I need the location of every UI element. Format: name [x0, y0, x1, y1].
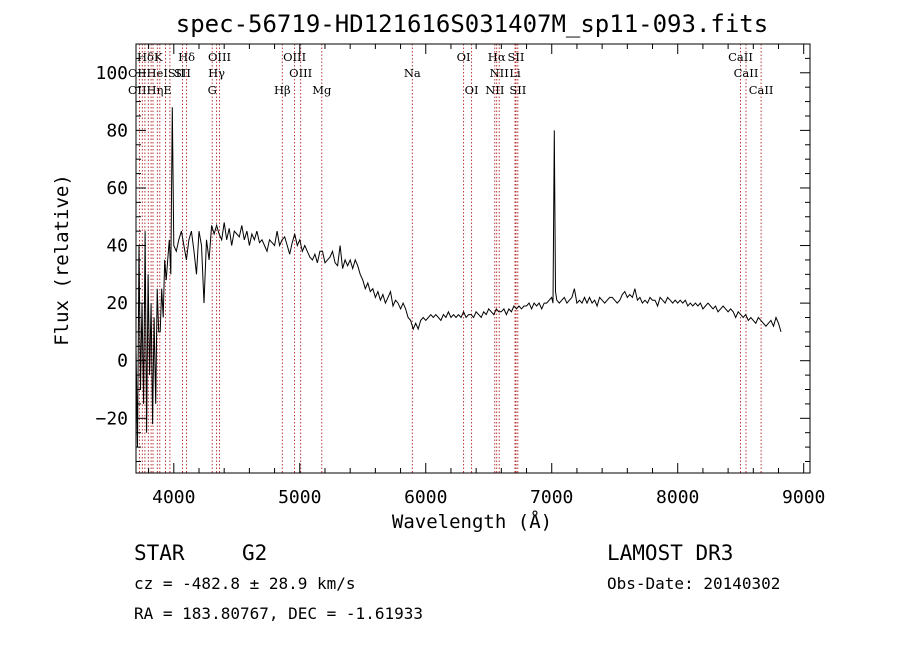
- y-tick-label: 20: [106, 293, 128, 314]
- x-tick-label: 9000: [782, 487, 825, 508]
- x-tick-label: 4000: [152, 487, 195, 508]
- line-label: OI: [457, 50, 471, 64]
- object-subclass: G2: [242, 541, 267, 565]
- x-tick-label: 6000: [404, 487, 447, 508]
- y-tick-label: 60: [106, 178, 128, 199]
- line-label: NII: [485, 83, 504, 97]
- line-label: CaII: [734, 66, 759, 80]
- crowded-label-row2: OIIHeISII: [128, 66, 185, 80]
- y-tick-label: 0: [117, 351, 128, 372]
- line-label: Mg: [312, 83, 332, 97]
- coordinates: RA = 183.80767, DEC = -1.61933: [134, 604, 423, 623]
- line-label: OIII: [283, 50, 306, 64]
- object-class: STAR: [134, 541, 185, 565]
- chart-title: spec-56719-HD121616S031407M_sp11-093.fit…: [176, 10, 768, 38]
- line-label: Na: [404, 66, 421, 80]
- y-axis-label: Flux (relative): [51, 174, 73, 346]
- line-label: SII: [508, 50, 525, 64]
- line-label: OI: [465, 83, 479, 97]
- line-label: Hα: [488, 50, 506, 64]
- y-tick-label: 80: [106, 120, 128, 141]
- line-label: G: [208, 83, 217, 97]
- x-tick-label: 8000: [656, 487, 699, 508]
- line-label: Hγ: [208, 66, 225, 80]
- axis-ticks: 4000 5000 6000 7000 8000 9000 −20 0 20 40 60 80 100: [95, 44, 825, 508]
- line-label: NII: [490, 66, 509, 80]
- crowded-label-row3: OIIHηE: [128, 83, 172, 97]
- line-label: CaII: [728, 50, 753, 64]
- plot-frame: [135, 43, 811, 474]
- x-axis-label: Wavelength (Å): [392, 510, 552, 533]
- y-tick-label: 40: [106, 236, 128, 257]
- survey-name: LAMOST DR3: [607, 541, 733, 565]
- y-tick-label: −20: [95, 408, 128, 429]
- line-label: SII: [509, 83, 526, 97]
- line-label: Hδ: [178, 50, 195, 64]
- spectral-line-markers: [138, 44, 762, 473]
- redshift-velocity: cz = -482.8 ± 28.9 km/s: [134, 574, 356, 593]
- x-tick-label: 7000: [530, 487, 573, 508]
- line-label: OIII: [208, 50, 231, 64]
- y-tick-label: 100: [95, 63, 128, 84]
- line-label: Hβ: [274, 83, 291, 97]
- observation-date: Obs-Date: 20140302: [607, 574, 780, 593]
- x-tick-label: 5000: [278, 487, 321, 508]
- crowded-label-row1: HδK: [137, 50, 163, 64]
- line-label: OIII: [289, 66, 312, 80]
- line-label: CaII: [749, 83, 774, 97]
- spectrum-line: [135, 107, 782, 448]
- line-label: SII: [174, 66, 191, 80]
- line-label: Li: [509, 66, 521, 80]
